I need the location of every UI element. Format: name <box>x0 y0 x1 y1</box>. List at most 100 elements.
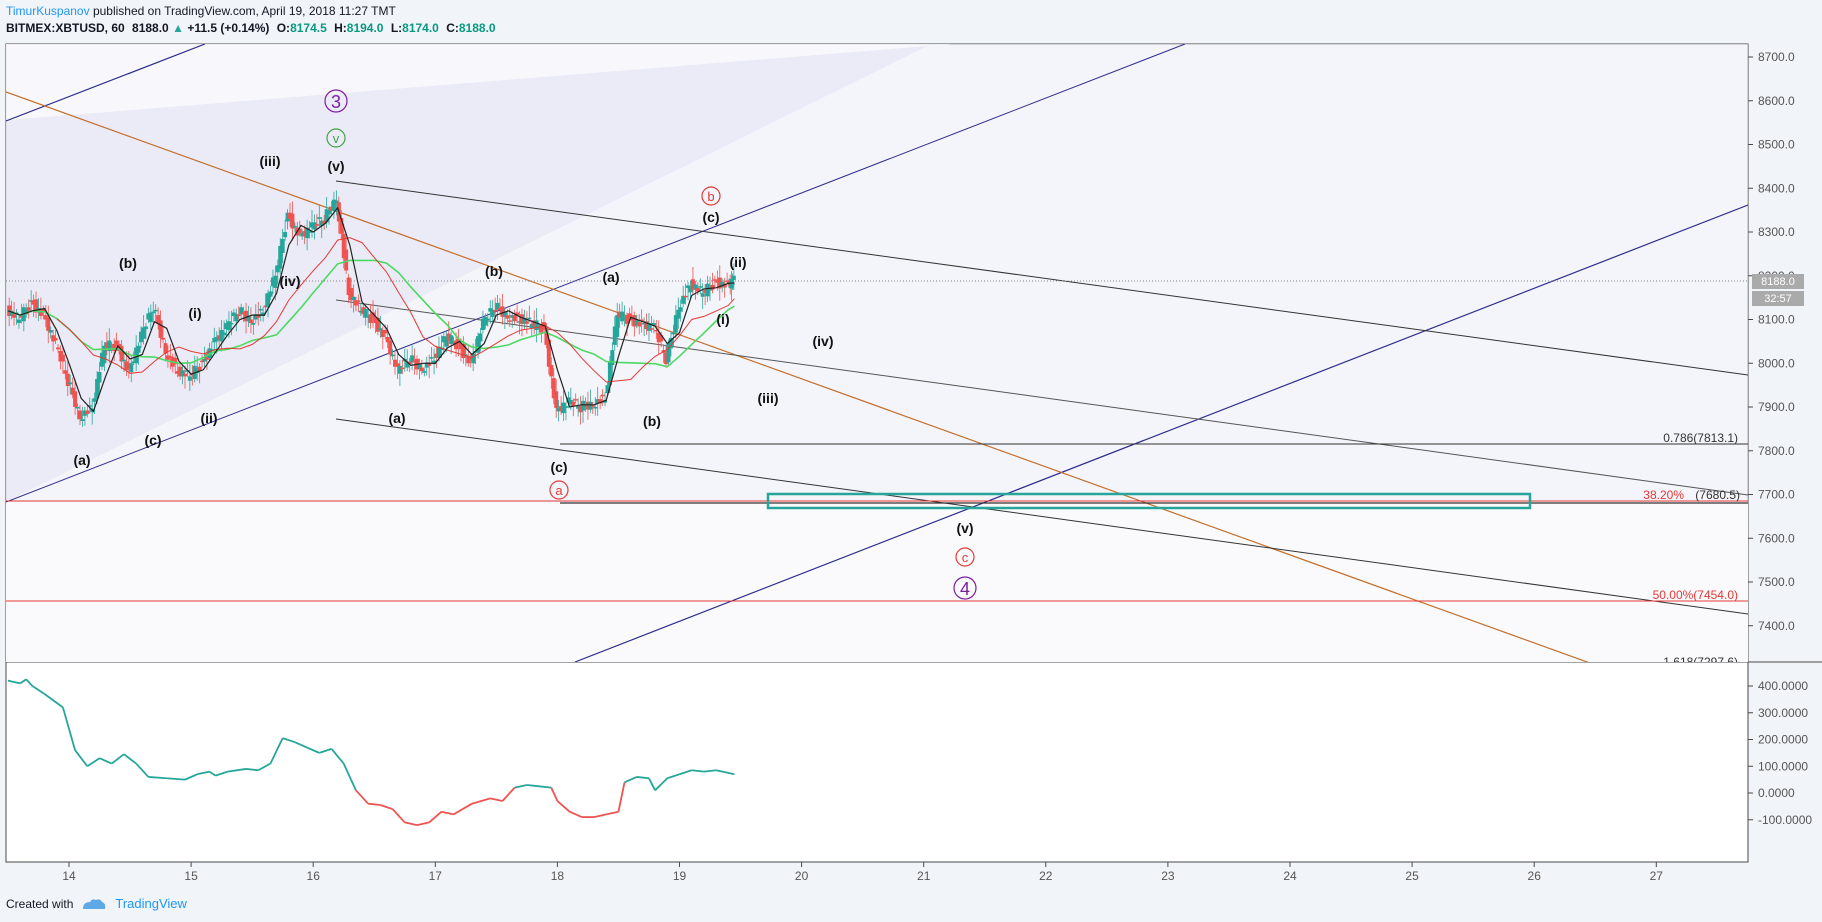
candle-body <box>373 317 378 323</box>
candle-body <box>585 401 590 410</box>
last-price-tag <box>1752 274 1804 289</box>
candle-body <box>363 309 368 318</box>
price-tick-label: 8300.0 <box>1758 225 1795 239</box>
candle-body <box>639 319 644 321</box>
wave-a-circle <box>549 480 569 500</box>
candle-body <box>38 309 43 316</box>
symbol-bar: BITMEX:XBTUSD, 60 8188.0 ▲ +11.5 (+0.14%… <box>6 21 496 35</box>
time-tick-label: 17 <box>429 869 443 883</box>
black-channel-bottom[interactable] <box>335 418 1748 615</box>
oscillator-segment <box>342 763 357 791</box>
candle-body <box>322 220 327 225</box>
candle-body <box>95 379 100 399</box>
candle-body <box>393 359 398 367</box>
candle-body <box>715 280 720 283</box>
oscillator-segment <box>227 768 247 773</box>
candle-body <box>598 399 603 404</box>
oscillator-segment <box>703 769 717 773</box>
lower-channel-line[interactable] <box>574 204 1748 662</box>
candle-body <box>524 321 529 324</box>
black-channel-mid[interactable] <box>335 299 1748 496</box>
oscillator-segment <box>62 707 76 751</box>
wave-label-iii1: (iii) <box>260 153 281 169</box>
oscillator-segment <box>691 769 705 773</box>
channel-shading-top <box>6 44 1748 120</box>
candle-body <box>664 352 669 365</box>
candle-body <box>82 410 87 416</box>
low-label: L: <box>390 21 403 35</box>
candle-body <box>561 402 566 414</box>
candle-body <box>534 320 539 330</box>
candle-body <box>234 314 239 322</box>
oscillator-pane[interactable] <box>5 661 1749 863</box>
candle-body <box>153 309 158 312</box>
wave-v-circle <box>326 128 346 148</box>
upper-channel-line[interactable] <box>6 44 206 122</box>
black-channel-top[interactable] <box>335 180 1748 376</box>
candle-body <box>649 328 654 330</box>
target-zone-box[interactable] <box>766 492 1532 510</box>
candle-body <box>693 284 698 290</box>
time-tick-label: 24 <box>1283 869 1297 883</box>
oscillator-segment <box>7 679 21 685</box>
candle-body <box>109 345 114 348</box>
oscillator-segment <box>166 777 186 781</box>
lower-area-fade <box>6 502 1748 662</box>
candle-body <box>207 348 212 358</box>
oscillator-segment <box>550 787 559 802</box>
wave-b-label: b <box>707 189 714 204</box>
candle-body <box>327 210 332 215</box>
osc-tick-label: 100.0000 <box>1758 759 1808 773</box>
candle-body <box>258 309 263 311</box>
up-triangle-icon: ▲ <box>172 21 184 35</box>
candle-body <box>507 320 512 322</box>
author-link[interactable]: TimurKuspanov <box>6 4 90 18</box>
price-tick-label: 8600.0 <box>1758 94 1795 108</box>
countdown-tag-text: 32:57 <box>1764 293 1792 305</box>
candle-body <box>595 399 600 404</box>
candle-body <box>204 353 209 360</box>
oscillator-segment <box>355 789 369 805</box>
candle-body <box>419 367 424 372</box>
oscillator-segment <box>245 768 259 772</box>
candle-body <box>51 335 56 342</box>
candle-body <box>136 345 141 353</box>
oscillator-segment <box>556 800 571 813</box>
candle-body <box>412 360 417 363</box>
osc-tick-label: 200.0000 <box>1758 733 1808 747</box>
candle-body <box>532 320 537 327</box>
candle-body <box>605 385 610 393</box>
mid-channel-line[interactable] <box>6 44 1186 503</box>
candle-body <box>644 321 649 330</box>
wave-label-a3: (a) <box>602 269 619 285</box>
oscillator-segment <box>617 782 626 812</box>
candle-body <box>141 327 146 339</box>
candle-body <box>58 351 63 362</box>
fib-0786-label: 0.786(7813.1) <box>1663 431 1738 445</box>
candle-body <box>356 300 361 302</box>
candle-body <box>197 366 202 372</box>
candle-body <box>146 313 151 320</box>
candle-body <box>490 309 495 317</box>
candle-body <box>698 286 703 288</box>
candle-body <box>624 316 629 324</box>
candle-body <box>544 326 549 345</box>
candle-body <box>654 330 659 332</box>
orange-trendline[interactable] <box>6 91 1748 720</box>
candle-body <box>97 372 102 383</box>
tradingview-brand[interactable]: TradingView <box>115 896 187 911</box>
price-tick-label: 7800.0 <box>1758 444 1795 458</box>
price-tick-label: 8100.0 <box>1758 313 1795 327</box>
candle-body <box>551 378 556 399</box>
last-price-tag-text: 8188.0 <box>1761 276 1795 288</box>
candle-body <box>43 315 48 320</box>
candle-body <box>571 401 576 407</box>
wave-c-label: c <box>962 550 969 565</box>
candle-body <box>99 352 104 367</box>
wave-label-i1: (i) <box>188 305 201 321</box>
green-moving-average <box>7 259 735 368</box>
oscillator-segment <box>99 757 113 765</box>
candle-body <box>590 405 595 407</box>
candle-body <box>454 340 459 350</box>
